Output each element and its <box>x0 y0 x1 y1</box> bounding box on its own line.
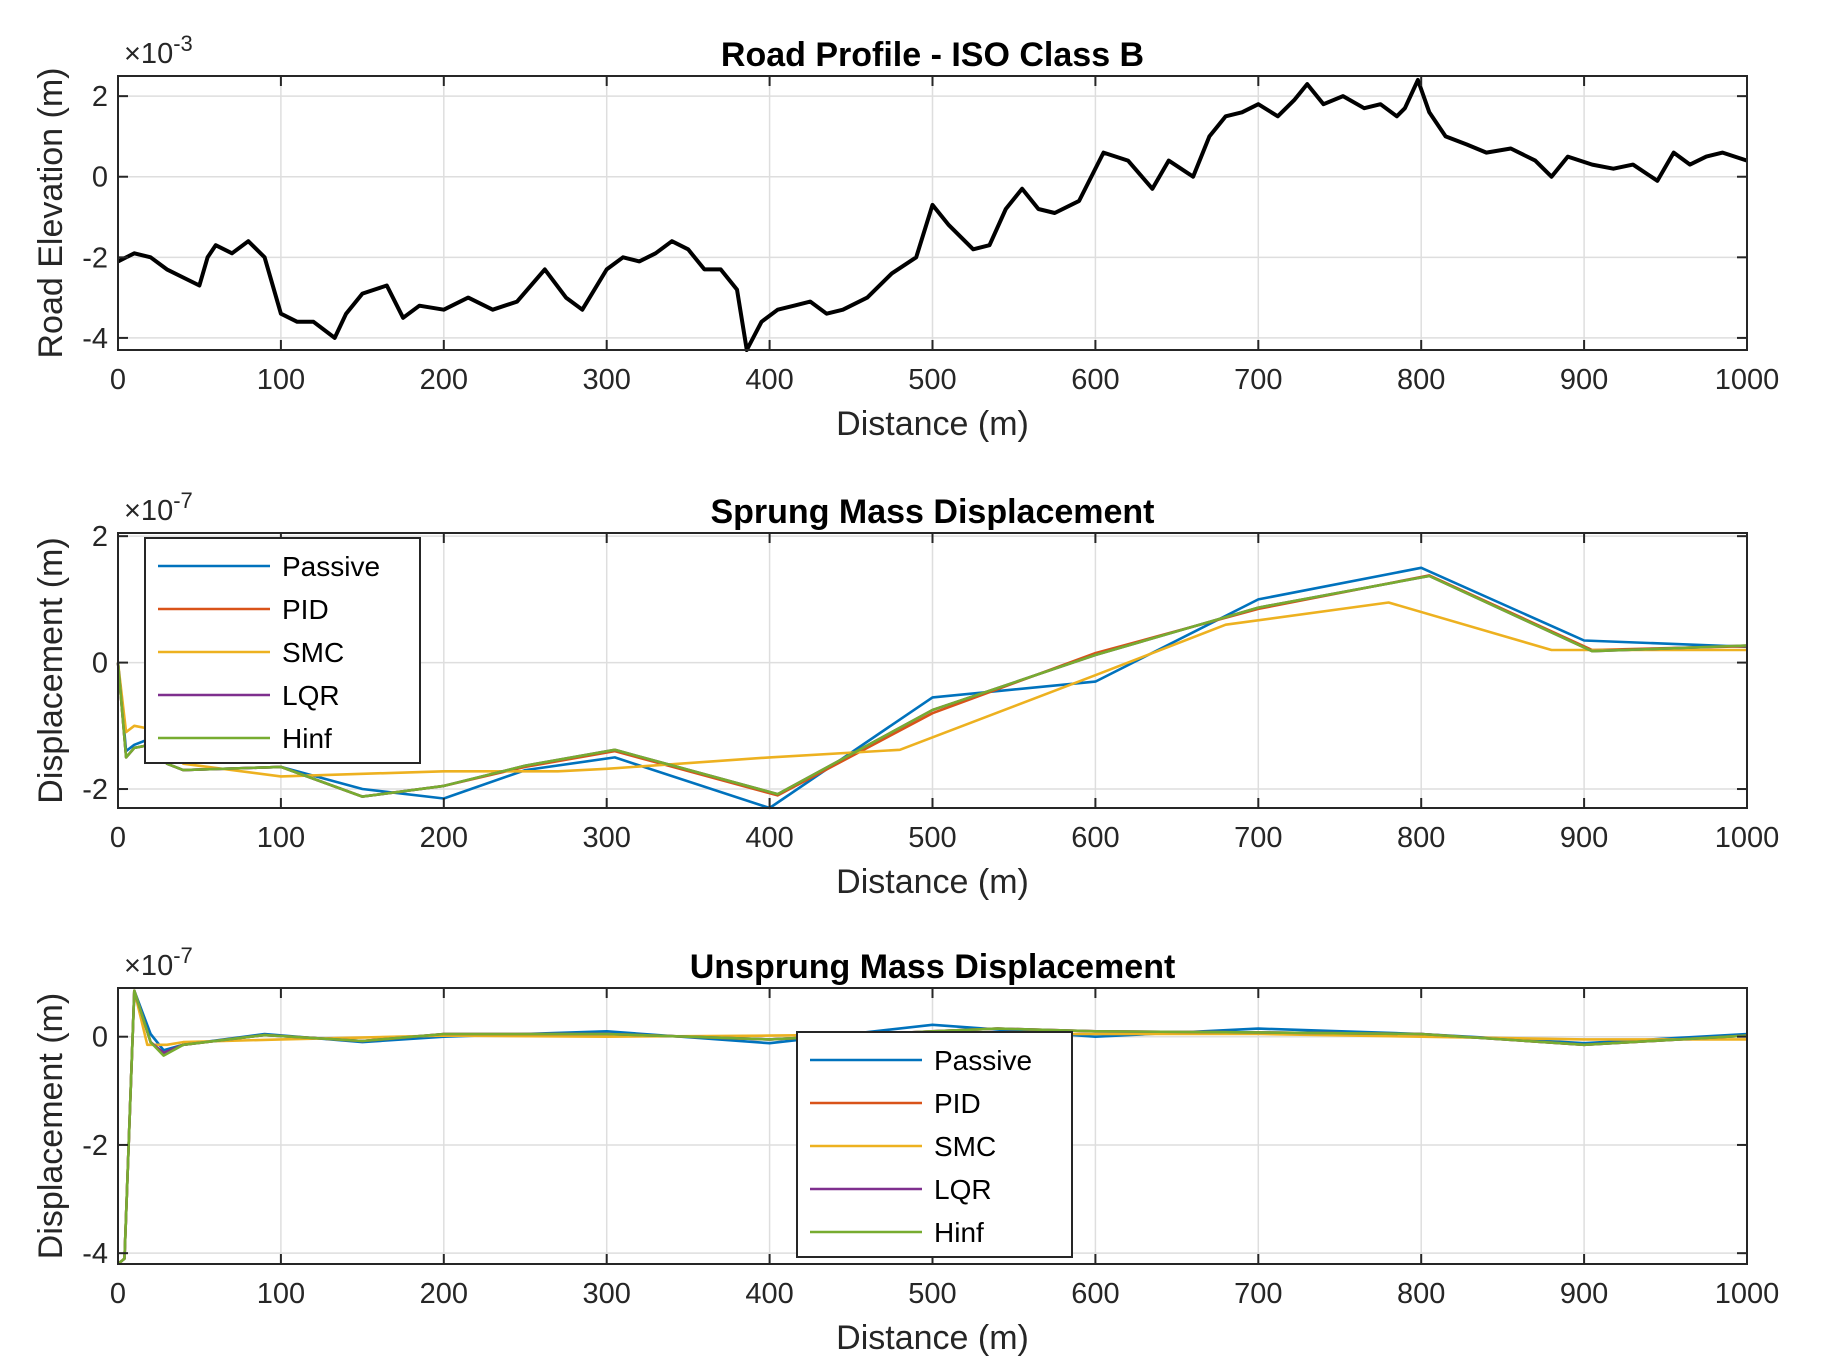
x-tick-label: 0 <box>110 1278 126 1310</box>
x-tick-label: 900 <box>1560 364 1608 396</box>
x-tick-label: 100 <box>257 364 305 396</box>
y-tick-label: 0 <box>92 648 108 680</box>
legend-label-hinf: Hinf <box>934 1217 984 1248</box>
axis-exponent-label: ×10-7 <box>124 488 193 527</box>
axis-exponent-label: ×10-3 <box>124 31 193 70</box>
x-tick-label: 300 <box>583 364 631 396</box>
x-axis-label: Distance (m) <box>836 405 1029 443</box>
x-tick-label: 700 <box>1234 364 1282 396</box>
legend-label-smc: SMC <box>934 1131 996 1162</box>
legend-label-passive: Passive <box>934 1045 1032 1076</box>
y-tick-label: 2 <box>92 81 108 113</box>
legend-label-hinf: Hinf <box>282 723 332 754</box>
x-tick-label: 500 <box>908 822 956 854</box>
x-tick-label: 400 <box>745 1278 793 1310</box>
x-tick-label: 200 <box>420 364 468 396</box>
y-tick-label: 0 <box>92 162 108 194</box>
series-line-hinf <box>117 989 1748 1265</box>
chart-title: Road Profile - ISO Class B <box>721 36 1144 74</box>
y-tick-label: 2 <box>92 521 108 553</box>
axis-exponent-label: ×10-7 <box>124 943 193 982</box>
x-tick-label: 100 <box>257 822 305 854</box>
x-tick-label: 1000 <box>1715 364 1780 396</box>
x-tick-label: 600 <box>1071 822 1119 854</box>
legend-label-smc: SMC <box>282 637 344 668</box>
x-axis-label: Distance (m) <box>836 863 1029 901</box>
x-tick-label: 100 <box>257 1278 305 1310</box>
exponent-value: -7 <box>173 488 193 513</box>
x-tick-label: 700 <box>1234 1278 1282 1310</box>
exponent-value: -3 <box>173 31 193 56</box>
legend: Passive PID SMC LQR Hinf <box>796 1031 1073 1258</box>
exponent-value: -7 <box>173 943 193 968</box>
legend-label-passive: Passive <box>282 551 380 582</box>
legend-label-pid: PID <box>934 1088 981 1119</box>
legend-label-pid: PID <box>282 594 329 625</box>
x-tick-label: 800 <box>1397 364 1445 396</box>
series-line-road-profile <box>117 78 1748 352</box>
legend-box <box>796 1031 1073 1258</box>
x-axis-label: Distance (m) <box>836 1319 1029 1357</box>
x-tick-label: 800 <box>1397 822 1445 854</box>
x-tick-label: 600 <box>1071 1278 1119 1310</box>
x-tick-label: 0 <box>110 364 126 396</box>
x-tick-label: 200 <box>420 822 468 854</box>
x-tick-label: 300 <box>583 822 631 854</box>
x-tick-label: 500 <box>908 364 956 396</box>
x-tick-label: 300 <box>583 1278 631 1310</box>
y-tick-label: -2 <box>82 1130 108 1162</box>
x-tick-label: 200 <box>420 1278 468 1310</box>
x-tick-label: 800 <box>1397 1278 1445 1310</box>
y-tick-label: -4 <box>82 1238 108 1270</box>
x-tick-label: 700 <box>1234 822 1282 854</box>
panel-3: 0 100 200 300 400 500 600 700 800 900 1000 -4 -2 0 ×10… <box>32 943 1779 1357</box>
legend: Passive PID SMC LQR Hinf <box>144 537 421 764</box>
legend-label-lqr: LQR <box>934 1174 992 1205</box>
y-tick-label: -4 <box>82 323 108 355</box>
legend-box <box>144 537 421 764</box>
y-tick-label: 0 <box>92 1022 108 1054</box>
y-tick-label: -2 <box>82 774 108 806</box>
x-tick-label: 1000 <box>1715 822 1780 854</box>
y-axis-label: Road Elevation (m) <box>32 67 70 358</box>
x-tick-label: 1000 <box>1715 1278 1780 1310</box>
legend-label-lqr: LQR <box>282 680 340 711</box>
panel-1: 0 100 200 300 400 500 600 700 800 900 1000 -4 -2 0 2 ×1… <box>32 31 1779 443</box>
x-tick-label: 400 <box>745 364 793 396</box>
y-axis-label: Displacement (m) <box>32 537 70 803</box>
x-tick-label: 900 <box>1560 1278 1608 1310</box>
x-tick-label: 900 <box>1560 822 1608 854</box>
x-tick-label: 400 <box>745 822 793 854</box>
series-line-smc <box>117 989 1747 1265</box>
panel-2: 0 100 200 300 400 500 600 700 800 900 1000-202×10-… <box>32 488 1779 901</box>
chart-title: Unsprung Mass Displacement <box>690 948 1176 986</box>
y-tick-label: -2 <box>82 242 108 274</box>
x-tick-label: 0 <box>110 822 126 854</box>
y-axis-label: Displacement (m) <box>32 993 70 1259</box>
x-tick-label: 600 <box>1071 364 1119 396</box>
chart-title: Sprung Mass Displacement <box>710 493 1154 531</box>
x-tick-label: 500 <box>908 1278 956 1310</box>
